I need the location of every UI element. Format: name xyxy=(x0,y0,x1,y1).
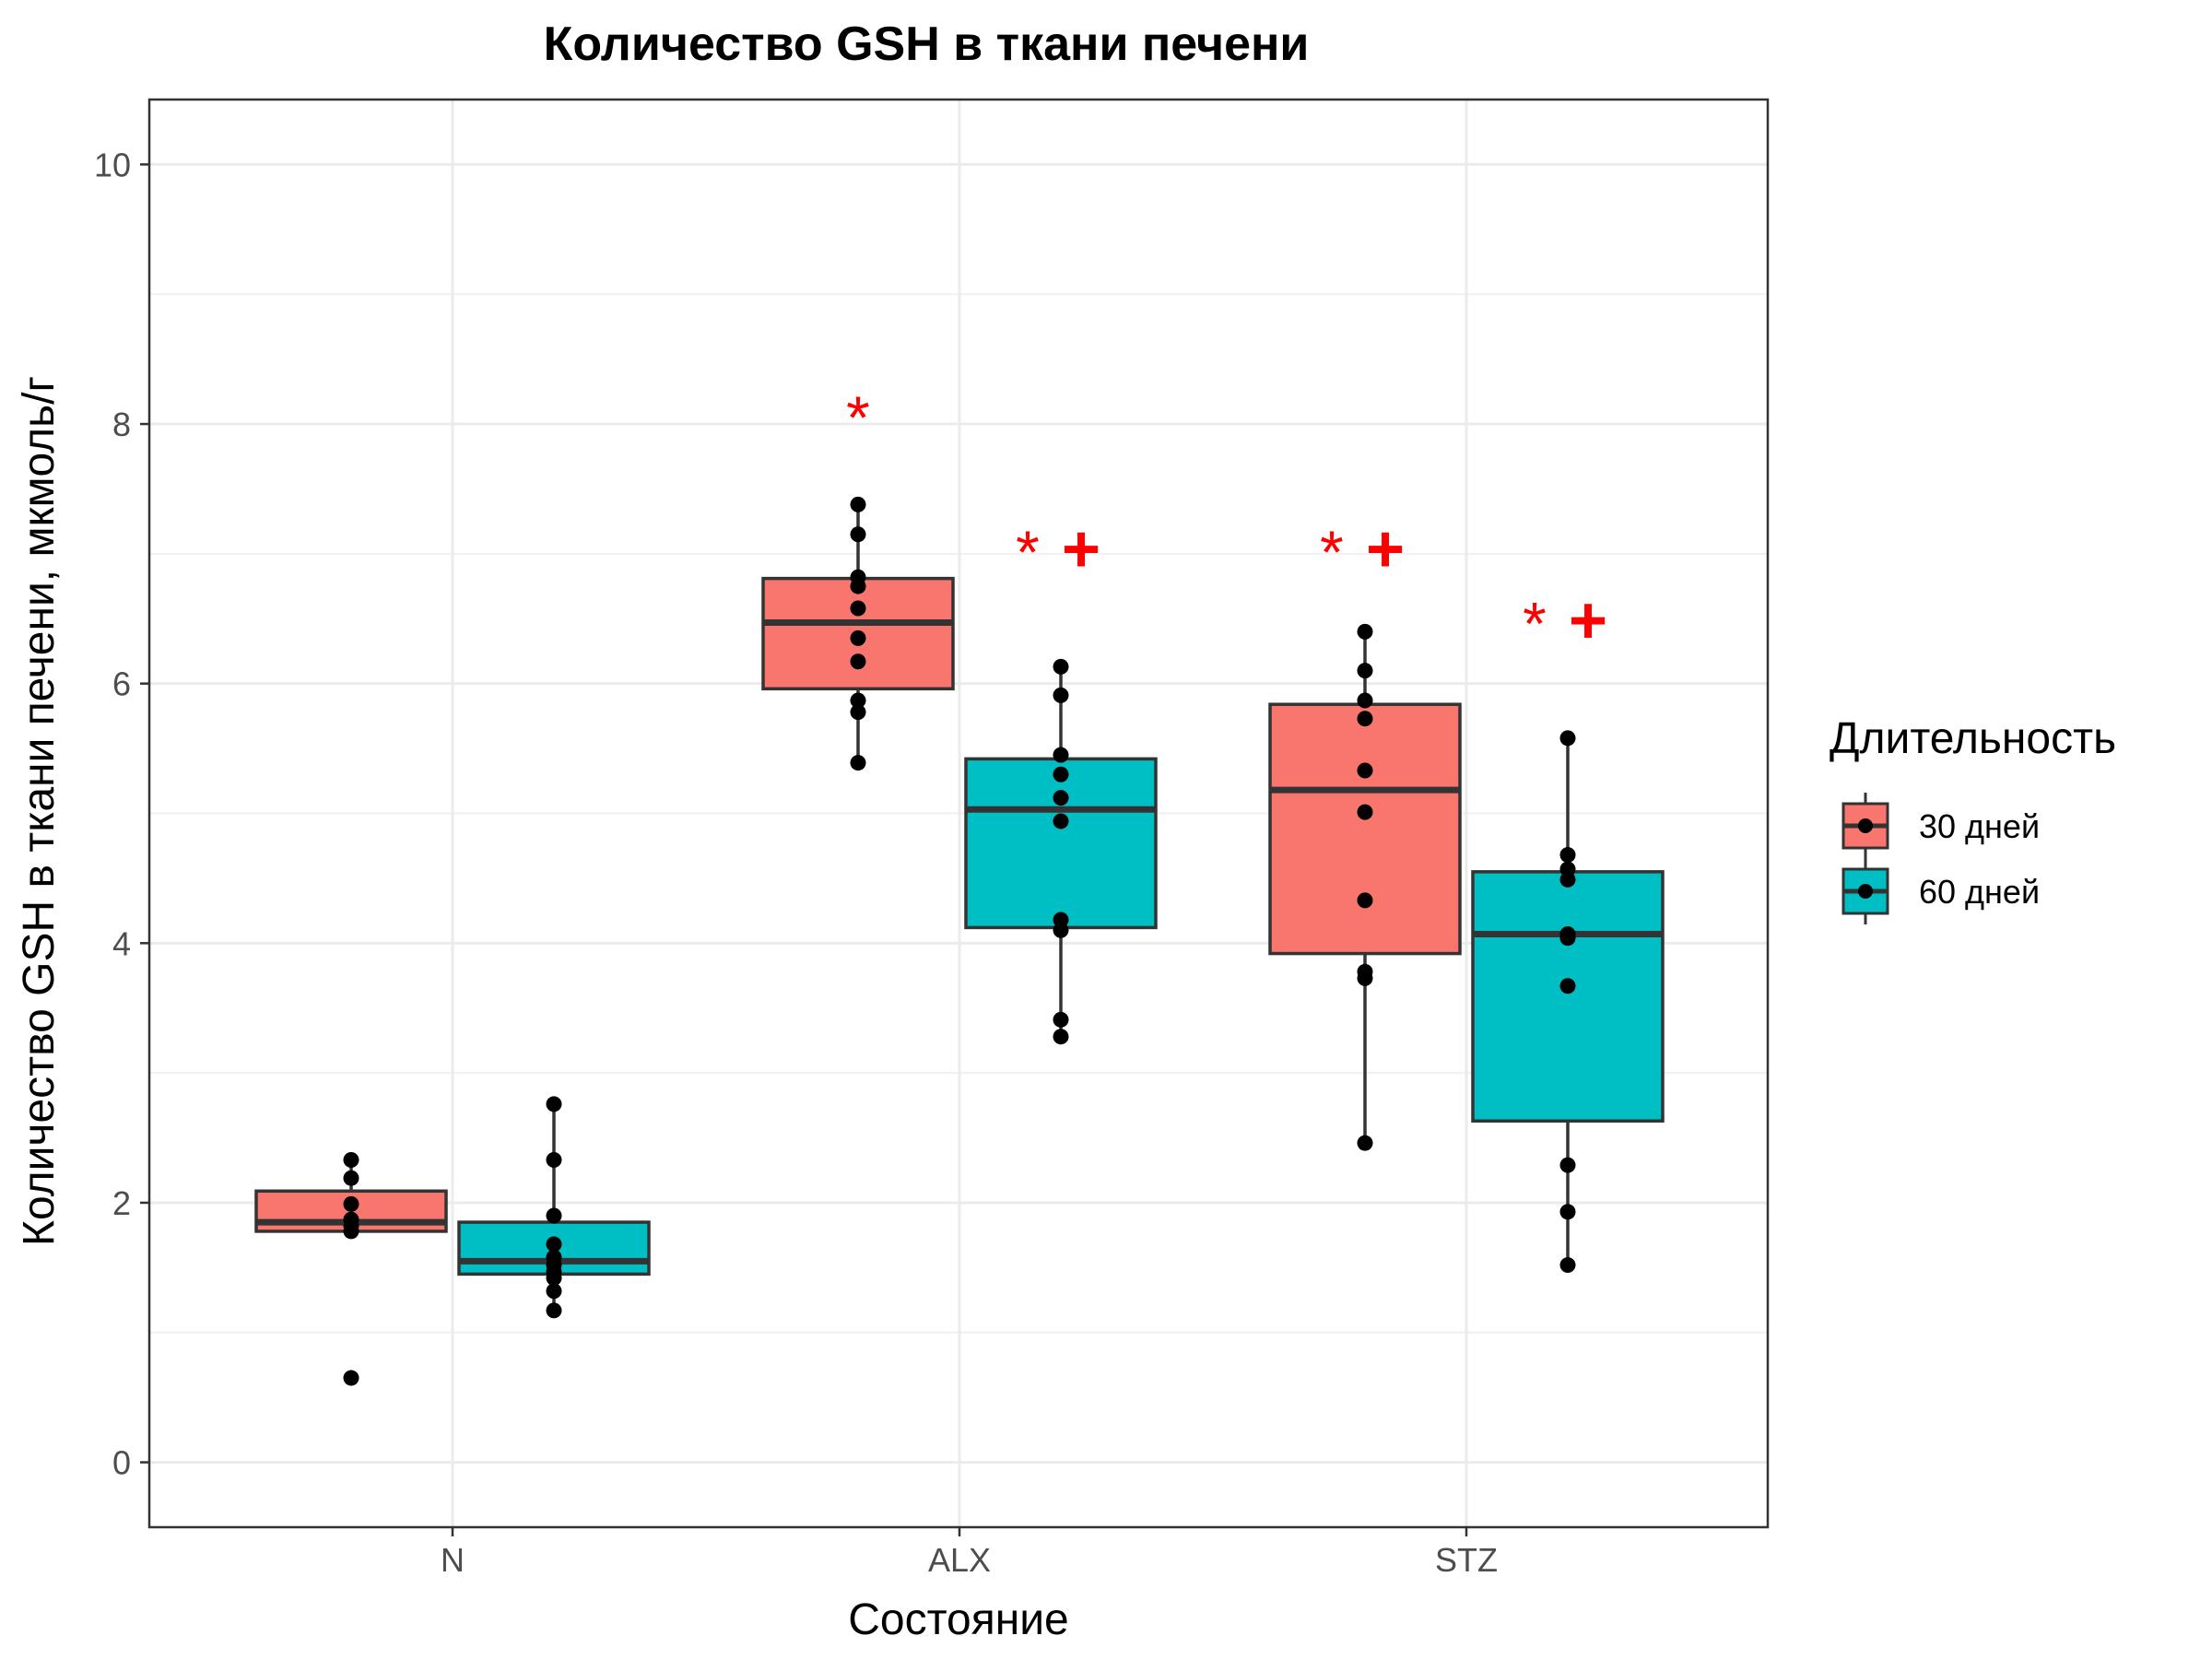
data-point xyxy=(546,1236,562,1253)
y-tick-label: 10 xyxy=(94,146,131,183)
data-point xyxy=(850,653,866,670)
data-point xyxy=(1357,711,1373,727)
y-axis-title: Количество GSH в ткани печени, мкмоль/г xyxy=(15,376,64,1246)
axes: 0 2 4 6 8 10 N ALX STZ xyxy=(94,98,1770,1579)
data-point xyxy=(850,755,866,771)
box-STZ-1 xyxy=(1471,870,1665,1123)
data-point xyxy=(343,1370,359,1386)
data-point xyxy=(1053,813,1069,830)
data-point xyxy=(850,704,866,721)
data-point xyxy=(850,629,866,646)
significance-plus: + xyxy=(1062,512,1100,586)
significance-star: * xyxy=(1523,589,1547,657)
data-point xyxy=(343,1223,359,1240)
data-point xyxy=(1559,730,1576,747)
data-point xyxy=(1559,1257,1576,1274)
data-point xyxy=(546,1207,562,1224)
data-point xyxy=(546,1283,562,1300)
significance-plus: + xyxy=(1366,512,1405,586)
box-layer xyxy=(254,504,1665,1311)
y-tick-label: 4 xyxy=(112,924,131,962)
data-point xyxy=(1357,692,1373,709)
data-point xyxy=(850,526,866,543)
data-point xyxy=(850,600,866,617)
data-point xyxy=(1559,930,1576,947)
data-point xyxy=(1559,1157,1576,1173)
data-point xyxy=(546,1151,562,1168)
data-point xyxy=(1357,623,1373,640)
box-ALX-1 xyxy=(964,757,1158,930)
chart-title: Количество GSH в ткани печени xyxy=(544,18,1310,71)
significance-star: * xyxy=(1016,518,1040,586)
data-point xyxy=(343,1170,359,1186)
legend-title: Длительность xyxy=(1830,714,2116,763)
x-tick-label: ALX xyxy=(928,1541,991,1579)
data-point xyxy=(1357,804,1373,820)
data-point xyxy=(1357,1135,1373,1151)
data-point xyxy=(1053,1011,1069,1028)
data-point xyxy=(1053,658,1069,675)
data-point xyxy=(343,1195,359,1212)
y-tick-label: 0 xyxy=(112,1444,131,1482)
data-point xyxy=(1053,922,1069,938)
x-tick-label: N xyxy=(441,1541,465,1579)
data-point xyxy=(850,578,866,594)
significance-plus: + xyxy=(1569,583,1607,657)
data-point xyxy=(1053,790,1069,806)
data-point xyxy=(343,1151,359,1168)
point-layer xyxy=(343,496,1576,1386)
x-tick-label: STZ xyxy=(1435,1541,1498,1579)
data-point xyxy=(1559,1204,1576,1220)
significance-star: * xyxy=(1320,518,1344,586)
data-point xyxy=(1357,892,1373,909)
y-tick-label: 6 xyxy=(112,665,131,703)
data-point xyxy=(546,1270,562,1287)
legend-label: 30 дней xyxy=(1919,807,2040,845)
box-STZ-0 xyxy=(1268,702,1462,956)
significance-annotations: * * + * + * + xyxy=(846,383,1607,657)
legend-key-point xyxy=(1858,884,1873,899)
data-point xyxy=(1053,1029,1069,1045)
data-point xyxy=(1053,747,1069,763)
significance-star: * xyxy=(846,383,870,452)
data-point xyxy=(1357,970,1373,986)
data-point xyxy=(1357,663,1373,679)
data-point xyxy=(1053,687,1069,703)
data-point xyxy=(850,692,866,709)
data-point xyxy=(1053,766,1069,782)
data-point xyxy=(1559,978,1576,994)
x-axis-title: Состояние xyxy=(848,1595,1069,1644)
legend: Длительность 30 дней 60 дней xyxy=(1830,714,2116,924)
y-tick-label: 2 xyxy=(112,1184,131,1222)
legend-label: 60 дней xyxy=(1919,873,2040,911)
legend-key-point xyxy=(1858,818,1873,833)
data-point xyxy=(546,1302,562,1319)
data-point xyxy=(1559,847,1576,864)
data-point xyxy=(546,1096,562,1112)
data-point xyxy=(850,496,866,512)
data-point xyxy=(1357,762,1373,779)
y-tick-label: 8 xyxy=(112,406,131,443)
data-point xyxy=(1559,871,1576,888)
